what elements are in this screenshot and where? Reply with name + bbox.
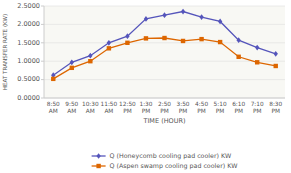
legend-item: Q (Honeycomb cooling pad cooler) KW — [92, 152, 232, 160]
tick-label: 5:10PM — [214, 101, 227, 114]
tick-label: 6:10PM — [232, 101, 245, 114]
tick-label: 8:30PM — [269, 101, 282, 114]
data-point — [107, 46, 111, 50]
axis-line — [44, 98, 285, 99]
series-line — [53, 12, 275, 76]
tick-label: 0.5000 — [17, 75, 40, 83]
tick-label: 1.0000 — [17, 57, 40, 65]
data-point — [51, 77, 55, 81]
data-point — [181, 9, 185, 15]
legend: Q (Honeycomb cooling pad cooler) KW Q (As… — [92, 152, 239, 170]
data-point — [162, 12, 166, 18]
axis-line — [44, 6, 45, 98]
data-point — [70, 66, 74, 70]
grid-line — [44, 98, 285, 99]
data-point — [107, 40, 111, 46]
legend-item: Q (Aspen swamp cooling pad cooler) KW — [92, 162, 239, 170]
data-point — [88, 59, 92, 63]
chart: 0.0000 0.5000 1.0000 1.5000 2.0000 2.5000 8:50… — [0, 0, 291, 173]
tick-label: 2.5000 — [17, 2, 40, 10]
data-point — [144, 16, 148, 22]
tick-label: 4:50PM — [195, 101, 208, 114]
tick-label: 12:50PM — [119, 101, 136, 114]
legend-marker — [96, 153, 100, 159]
plot-marks — [51, 9, 278, 81]
grid-line — [44, 61, 285, 62]
data-point — [181, 39, 185, 43]
data-point — [199, 37, 203, 41]
grid-line — [44, 42, 285, 43]
tick-label: 10:30AM — [82, 101, 99, 114]
grid-line — [44, 6, 285, 7]
series-line — [53, 38, 275, 79]
data-point — [236, 55, 240, 59]
data-point — [125, 33, 129, 39]
tick-label: 2.0000 — [17, 20, 40, 28]
grid-line — [44, 24, 285, 25]
data-point — [255, 45, 259, 51]
data-point — [88, 53, 92, 59]
tick-label: 7:10PM — [251, 101, 264, 114]
axis-label: TIME (HOUR) — [142, 117, 185, 125]
legend-marker — [96, 164, 100, 168]
data-point — [218, 19, 222, 25]
tick-label: 1:30PM — [139, 101, 152, 114]
tick-label: 11:50AM — [101, 101, 118, 114]
plot-area — [44, 6, 285, 98]
axis-label: HEAT TRANSFER RATE (KW) — [2, 14, 8, 91]
tick-label: 0.0000 — [17, 94, 40, 102]
data-point — [255, 60, 259, 64]
tick-label: 2:50PM — [158, 101, 171, 114]
grid-line — [44, 79, 285, 80]
data-point — [274, 51, 278, 57]
data-point — [144, 36, 148, 40]
tick-label: 3:50PM — [177, 101, 190, 114]
data-point — [162, 36, 166, 40]
legend-label: Q (Honeycomb cooling pad cooler) KW — [110, 152, 232, 160]
tick-label: 8:50AM — [47, 101, 60, 114]
data-point — [70, 59, 74, 65]
data-point — [236, 37, 240, 43]
legend-label: Q (Aspen swamp cooling pad cooler) KW — [110, 162, 239, 170]
data-point — [218, 40, 222, 44]
data-point — [274, 64, 278, 68]
tick-label: 1.5000 — [17, 39, 40, 47]
tick-label: 9:50AM — [65, 101, 78, 114]
data-point — [125, 41, 129, 45]
data-point — [199, 14, 203, 20]
